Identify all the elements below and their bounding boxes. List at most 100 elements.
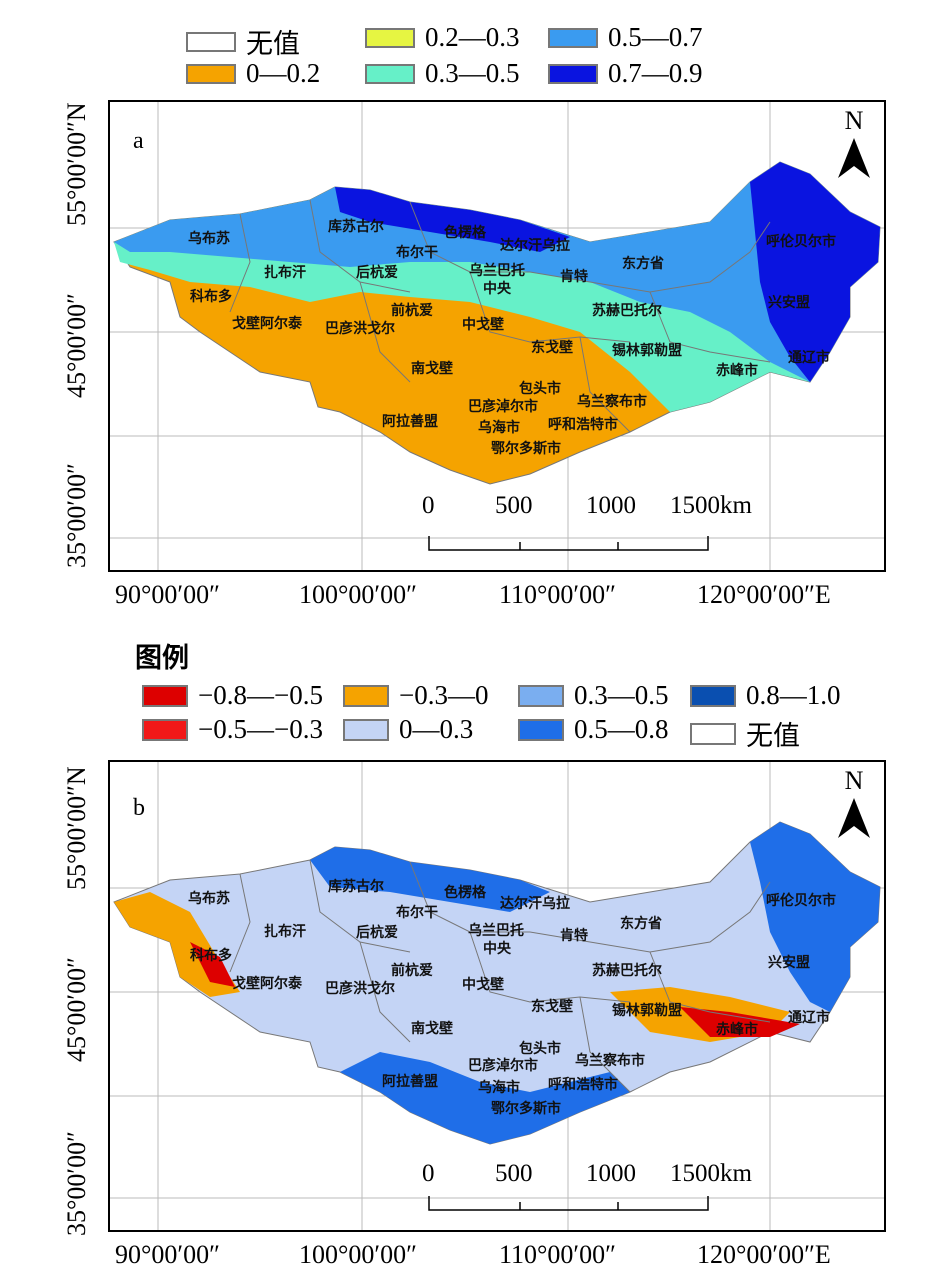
north-arrow-b: N <box>836 766 872 847</box>
north-label: N <box>844 106 864 135</box>
city-label: 通辽市 <box>788 1010 830 1026</box>
legend-label: −0.8—−0.5 <box>198 680 323 710</box>
city-label: 乌布苏 <box>188 231 230 247</box>
region-blue-south <box>340 1052 630 1144</box>
city-label: 赤峰市 <box>716 1022 758 1038</box>
legend-b-item-5: 0.5—0.8 <box>518 714 669 745</box>
admin-boundaries <box>229 199 771 433</box>
city-label: 巴彦洪戈尔 <box>325 981 395 997</box>
panel-letter-a: a <box>133 128 144 154</box>
legend-swatch <box>365 27 415 48</box>
legend-swatch <box>343 718 389 741</box>
legend-a-item-2: 0.2—0.3 <box>365 22 520 53</box>
city-label: 呼和浩特市 <box>548 417 618 433</box>
region-blue <box>114 162 880 382</box>
city-label: 阿拉善盟 <box>382 1074 438 1090</box>
scale-label: 500 <box>495 492 533 519</box>
legend-swatch <box>548 63 598 84</box>
city-label: 乌兰巴托 <box>469 263 525 279</box>
north-label: N <box>844 766 864 795</box>
legend-swatch <box>518 718 564 741</box>
legend-swatch <box>142 718 188 741</box>
city-label: 库苏古尔 <box>328 879 384 895</box>
scale-label: 1000 <box>586 492 636 519</box>
legend-a-item-1: 0—0.2 <box>186 58 320 89</box>
lon-label-90: 90°00′00″ <box>115 580 220 609</box>
city-label: 鄂尔多斯市 <box>491 1101 561 1117</box>
city-label: 戈壁阿尔泰 <box>232 976 302 992</box>
lat-label-45: 45°00′00″ <box>62 293 91 398</box>
legend-b-item-1: −0.5—−0.3 <box>142 714 323 745</box>
city-label: 库苏古尔 <box>328 219 384 235</box>
city-label: 兴安盟 <box>768 295 810 311</box>
map-frame-a <box>108 100 886 572</box>
legend-label: 0.5—0.8 <box>574 714 669 744</box>
legend-swatch <box>142 684 188 707</box>
city-label: 赤峰市 <box>716 363 758 379</box>
city-label: 达尔汗乌拉 <box>500 896 570 912</box>
legend-label: 0.2—0.3 <box>425 22 520 52</box>
scale-bar-line <box>428 1196 709 1211</box>
panel-letter-b: b <box>133 795 145 821</box>
city-label: 乌布苏 <box>188 891 230 907</box>
city-label: 布尔干 <box>396 905 438 921</box>
map-frame-b <box>108 760 886 1232</box>
city-label: 色楞格 <box>444 885 486 901</box>
scale-label: 0 <box>422 1160 435 1187</box>
city-label: 包头市 <box>519 1041 561 1057</box>
lat-label-35: 35°00′00″ <box>62 463 91 568</box>
legend-b-item-7: 无值 <box>690 714 800 753</box>
city-label: 中央 <box>483 281 511 297</box>
city-label: 南戈壁 <box>411 361 453 377</box>
scale-label: 1500km <box>670 1160 752 1187</box>
city-label: 肯特 <box>560 928 588 944</box>
legend-a-item-5: 0.7—0.9 <box>548 58 703 89</box>
city-label: 东方省 <box>620 916 662 932</box>
legend-a-item-4: 0.5—0.7 <box>548 22 703 53</box>
city-label: 锡林郭勒盟 <box>612 343 682 359</box>
legend-swatch <box>690 722 736 745</box>
legend-label: 0.7—0.9 <box>608 58 703 88</box>
admin-boundaries <box>229 859 771 1093</box>
lon-label-110: 110°00′00″ <box>499 1240 616 1269</box>
lon-label-100: 100°00′00″ <box>299 580 417 609</box>
legend-label: 无值 <box>746 721 800 751</box>
legend-a-item-3: 0.3—0.5 <box>365 58 520 89</box>
city-label: 鄂尔多斯市 <box>491 441 561 457</box>
legend-label: 0—0.2 <box>246 58 321 88</box>
city-label: 肯特 <box>560 269 588 285</box>
legend-swatch <box>690 684 736 707</box>
city-label: 前杭爱 <box>391 303 433 319</box>
city-label: 锡林郭勒盟 <box>612 1003 682 1019</box>
legend-swatch <box>186 31 236 52</box>
legend-b-item-2: −0.3—0 <box>343 680 488 711</box>
scale-label: 0 <box>422 492 435 519</box>
legend-b-item-4: 0.3—0.5 <box>518 680 669 711</box>
lat-label-45: 45°00′00″ <box>62 957 91 1062</box>
legend-label: 0.3—0.5 <box>425 58 520 88</box>
lon-label-90: 90°00′00″ <box>115 1240 220 1269</box>
city-label: 乌海市 <box>478 420 520 436</box>
legend-label: 0.3—0.5 <box>574 680 669 710</box>
lat-label-35: 35°00′00″ <box>62 1131 91 1236</box>
city-label: 科布多 <box>190 948 232 964</box>
north-arrow-a: N <box>836 106 872 187</box>
legend-b-item-3: 0—0.3 <box>343 714 473 745</box>
city-label: 乌兰察布市 <box>577 394 647 410</box>
city-label: 扎布汗 <box>264 924 306 940</box>
region-red-w <box>190 942 235 987</box>
city-label: 戈壁阿尔泰 <box>232 316 302 332</box>
legend-label: −0.5—−0.3 <box>198 714 323 744</box>
legend-b-item-6: 0.8—1.0 <box>690 680 841 711</box>
legend-swatch <box>518 684 564 707</box>
city-label: 苏赫巴托尔 <box>592 303 662 319</box>
city-label: 后杭爱 <box>356 265 398 281</box>
scale-label: 1500km <box>670 492 752 519</box>
city-label: 达尔汗乌拉 <box>500 238 570 254</box>
city-label: 布尔干 <box>396 245 438 261</box>
city-label: 巴彦淖尔市 <box>468 399 538 415</box>
scale-label: 500 <box>495 1160 533 1187</box>
city-label: 中戈壁 <box>462 977 504 993</box>
scale-bar-line <box>428 536 709 551</box>
legend-label: −0.3—0 <box>399 680 489 710</box>
